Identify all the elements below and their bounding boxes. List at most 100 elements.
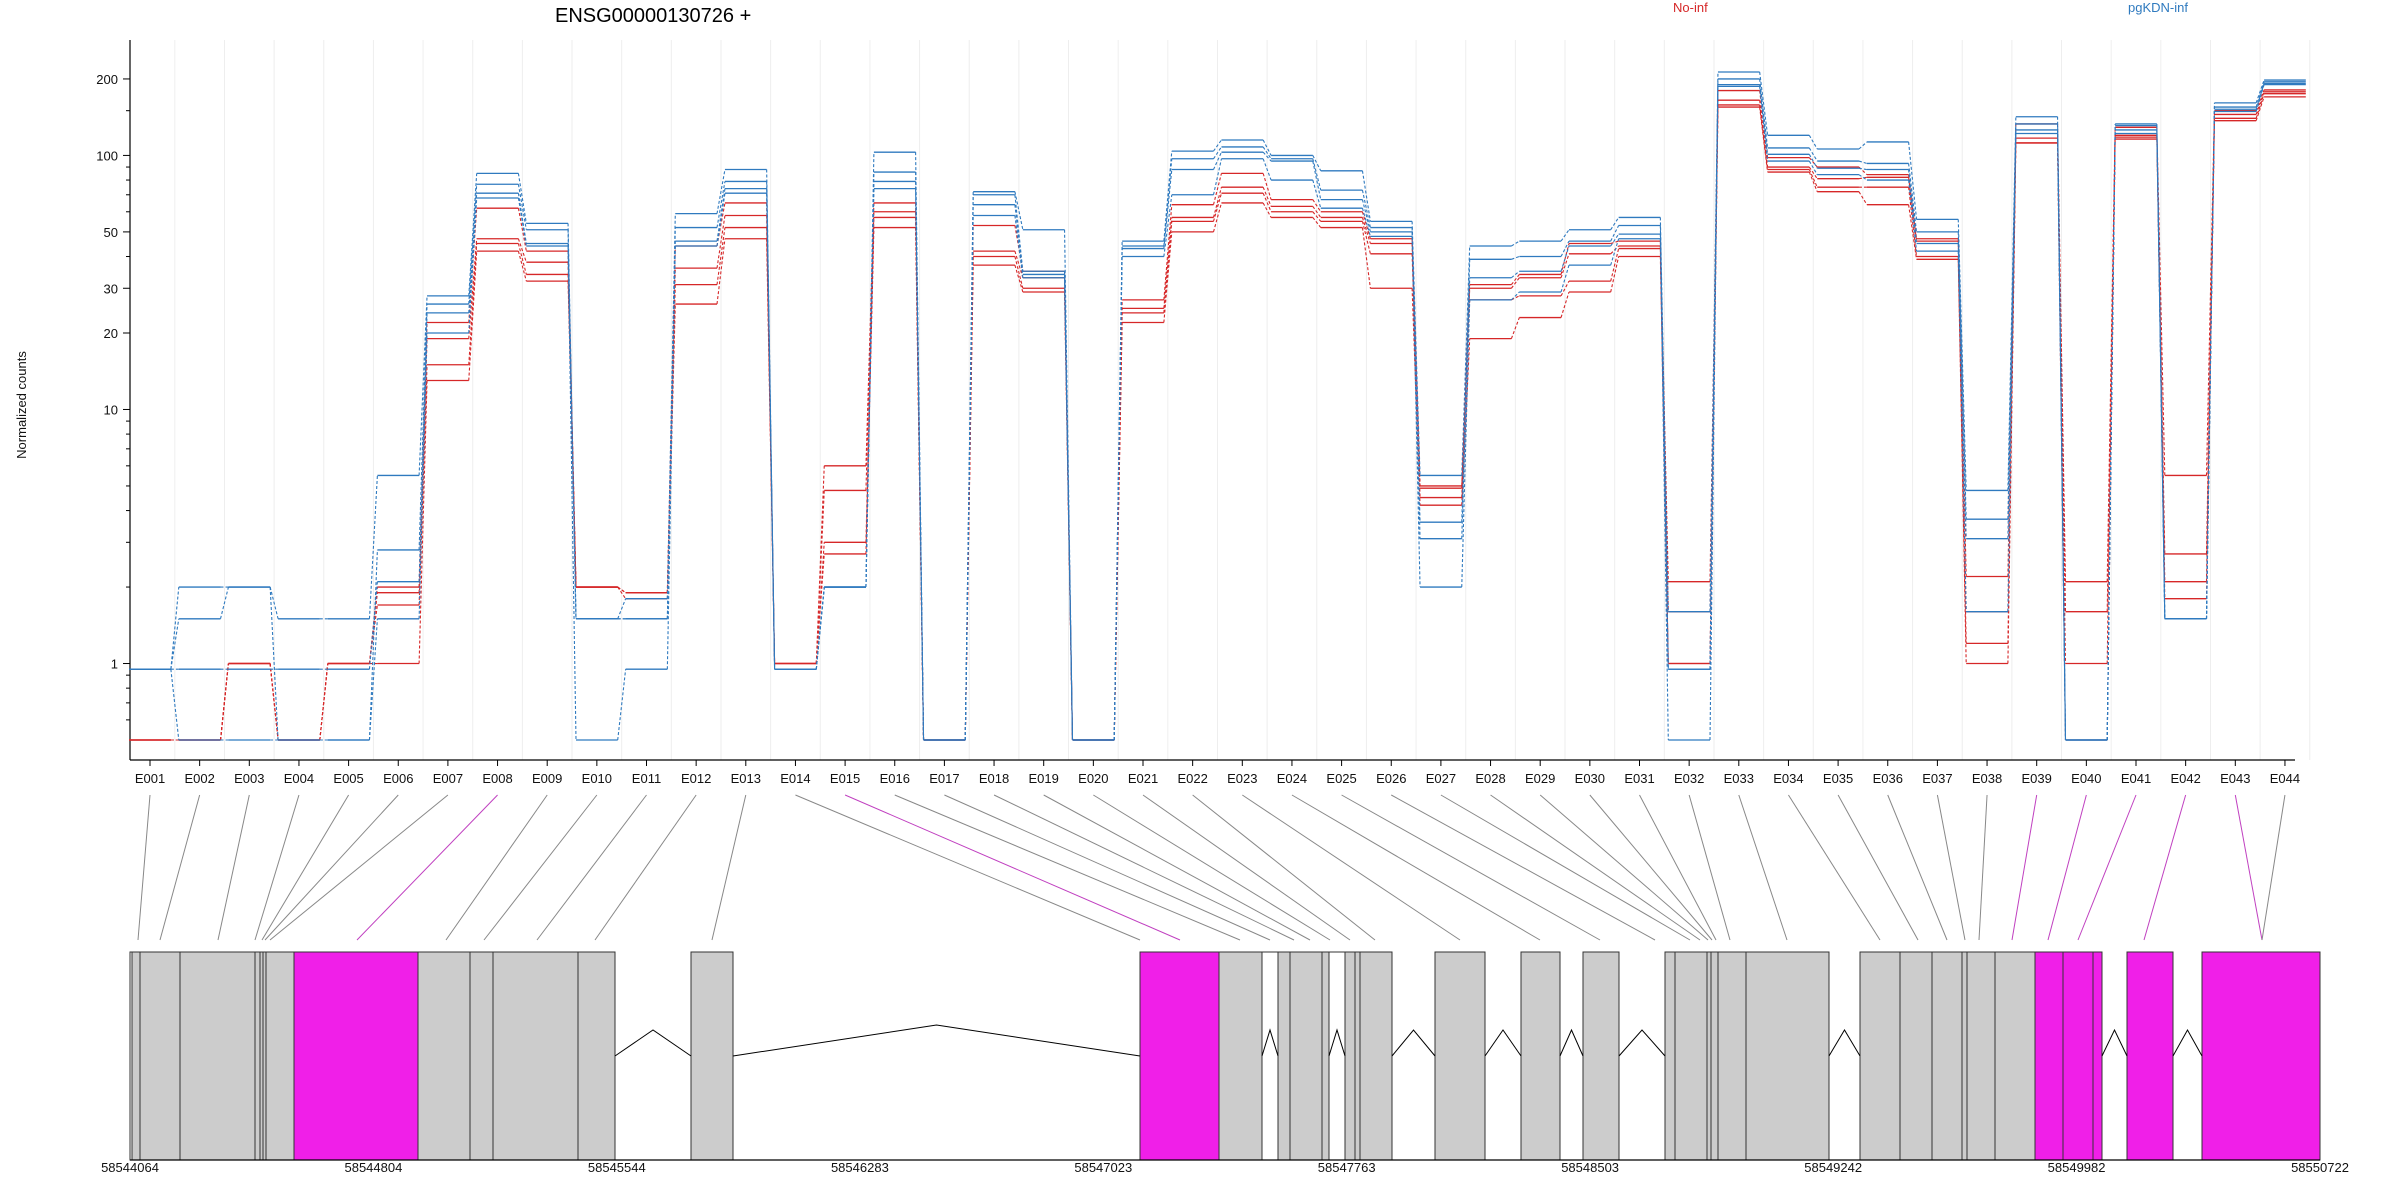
exon-box xyxy=(1344,951,1356,1161)
exon-connector-line xyxy=(1142,794,1351,941)
series-connector xyxy=(1262,173,1272,200)
series-connector xyxy=(865,202,875,466)
series-connector xyxy=(1560,229,1570,242)
genomic-tick-label: 58544804 xyxy=(344,1160,402,1175)
exon-connector-line xyxy=(1440,794,1691,941)
x-tick-label: E006 xyxy=(383,771,413,786)
series-connector xyxy=(1659,225,1669,670)
series-pgkdn-inf xyxy=(129,71,2306,741)
series-connector xyxy=(1213,139,1222,152)
series-connector xyxy=(815,465,825,664)
series-connector xyxy=(2057,123,2067,741)
exon-box xyxy=(293,951,419,1161)
series-connector xyxy=(368,475,378,619)
series-connector xyxy=(1212,158,1222,195)
series-connector xyxy=(368,586,378,664)
y-tick-label: 200 xyxy=(96,72,118,87)
x-tick-label: E002 xyxy=(184,771,214,786)
series-connector xyxy=(1510,317,1520,339)
exon-box xyxy=(469,951,494,1161)
series-connector xyxy=(716,181,726,228)
series-connector xyxy=(1808,154,1818,169)
x-tick-label: E026 xyxy=(1376,771,1406,786)
series-connector xyxy=(1262,151,1272,162)
exon-connector-line xyxy=(711,794,747,941)
series-connector xyxy=(915,181,925,741)
x-tick-label: E044 xyxy=(2270,771,2300,786)
intron-line xyxy=(2172,1028,2203,1057)
exon-box xyxy=(1664,951,1676,1161)
series-connector xyxy=(1014,256,1024,289)
series-connector xyxy=(2106,127,2116,582)
series-connector xyxy=(1759,84,1769,155)
exon-box xyxy=(2092,951,2103,1161)
exon-box xyxy=(1745,951,1830,1161)
exon-box xyxy=(1706,951,1712,1161)
series-connector xyxy=(468,251,478,381)
intron-line xyxy=(1484,1029,1522,1057)
intron-line xyxy=(1261,1028,1279,1057)
series-connector xyxy=(1361,190,1371,228)
legend-item-no-inf: No-inf xyxy=(1673,0,1708,15)
series-connector xyxy=(1957,219,1967,491)
exon-connector-line xyxy=(264,794,399,941)
exon-connector-line xyxy=(261,794,350,941)
series-connector xyxy=(617,586,627,599)
series-connector xyxy=(517,250,527,282)
exon-box xyxy=(1139,951,1220,1161)
series-connector xyxy=(1858,176,1867,180)
intron-line xyxy=(2101,1028,2128,1057)
x-tick-label: E021 xyxy=(1128,771,1158,786)
exon-connector-line xyxy=(1887,794,1948,941)
x-tick-label: E042 xyxy=(2170,771,2200,786)
exon-box xyxy=(2126,951,2174,1161)
series-connector xyxy=(1808,160,1818,175)
x-tick-label: E030 xyxy=(1575,771,1605,786)
series-connector xyxy=(1163,169,1173,249)
x-tick-label: E001 xyxy=(135,771,165,786)
intron-line xyxy=(1391,1029,1436,1057)
series-connector xyxy=(1361,170,1371,222)
gene-model-layer xyxy=(129,951,2321,1161)
exon-box xyxy=(1359,951,1393,1161)
series-connector xyxy=(517,238,527,263)
series-connector xyxy=(1212,187,1222,218)
exon-connector-line xyxy=(1043,794,1311,941)
exon-connector-line xyxy=(2077,794,2137,941)
x-tick-label: E016 xyxy=(880,771,910,786)
exon-connector-line xyxy=(844,794,1181,941)
exon-box xyxy=(1931,951,1963,1161)
series-connector xyxy=(1510,277,1520,289)
exon-box xyxy=(1434,951,1486,1161)
series-layer xyxy=(129,71,2306,741)
exon-connector-line xyxy=(2011,794,2038,941)
exon-connector-line xyxy=(254,794,300,941)
x-tick-label: E043 xyxy=(2220,771,2250,786)
series-connector xyxy=(418,304,428,550)
exon-box xyxy=(1961,951,1968,1161)
genomic-tick-label: 58547763 xyxy=(1318,1160,1376,1175)
series-connector xyxy=(2007,116,2017,491)
series-connector xyxy=(2156,127,2166,476)
x-tick-label: E003 xyxy=(234,771,264,786)
series-connector xyxy=(567,223,577,619)
genomic-tick-label: 58547023 xyxy=(1074,1160,1132,1175)
series-connector xyxy=(716,238,726,305)
series-connector xyxy=(1113,241,1123,741)
exon-box xyxy=(1321,951,1330,1161)
series-connector xyxy=(1262,158,1272,181)
x-tick-label: E034 xyxy=(1773,771,1803,786)
series-connector xyxy=(1610,217,1620,231)
series-connector xyxy=(1759,86,1769,162)
exon-box xyxy=(129,951,133,1161)
series-connector xyxy=(1312,155,1322,172)
x-tick-label: E038 xyxy=(1972,771,2002,786)
exon-box xyxy=(1218,951,1263,1161)
series-connector xyxy=(1560,291,1570,318)
x-tick-label: E005 xyxy=(333,771,363,786)
series-connector xyxy=(1511,270,1520,279)
series-connector xyxy=(1163,231,1173,323)
intron-line xyxy=(732,1024,1141,1057)
exon-connector-line xyxy=(1978,794,1988,941)
